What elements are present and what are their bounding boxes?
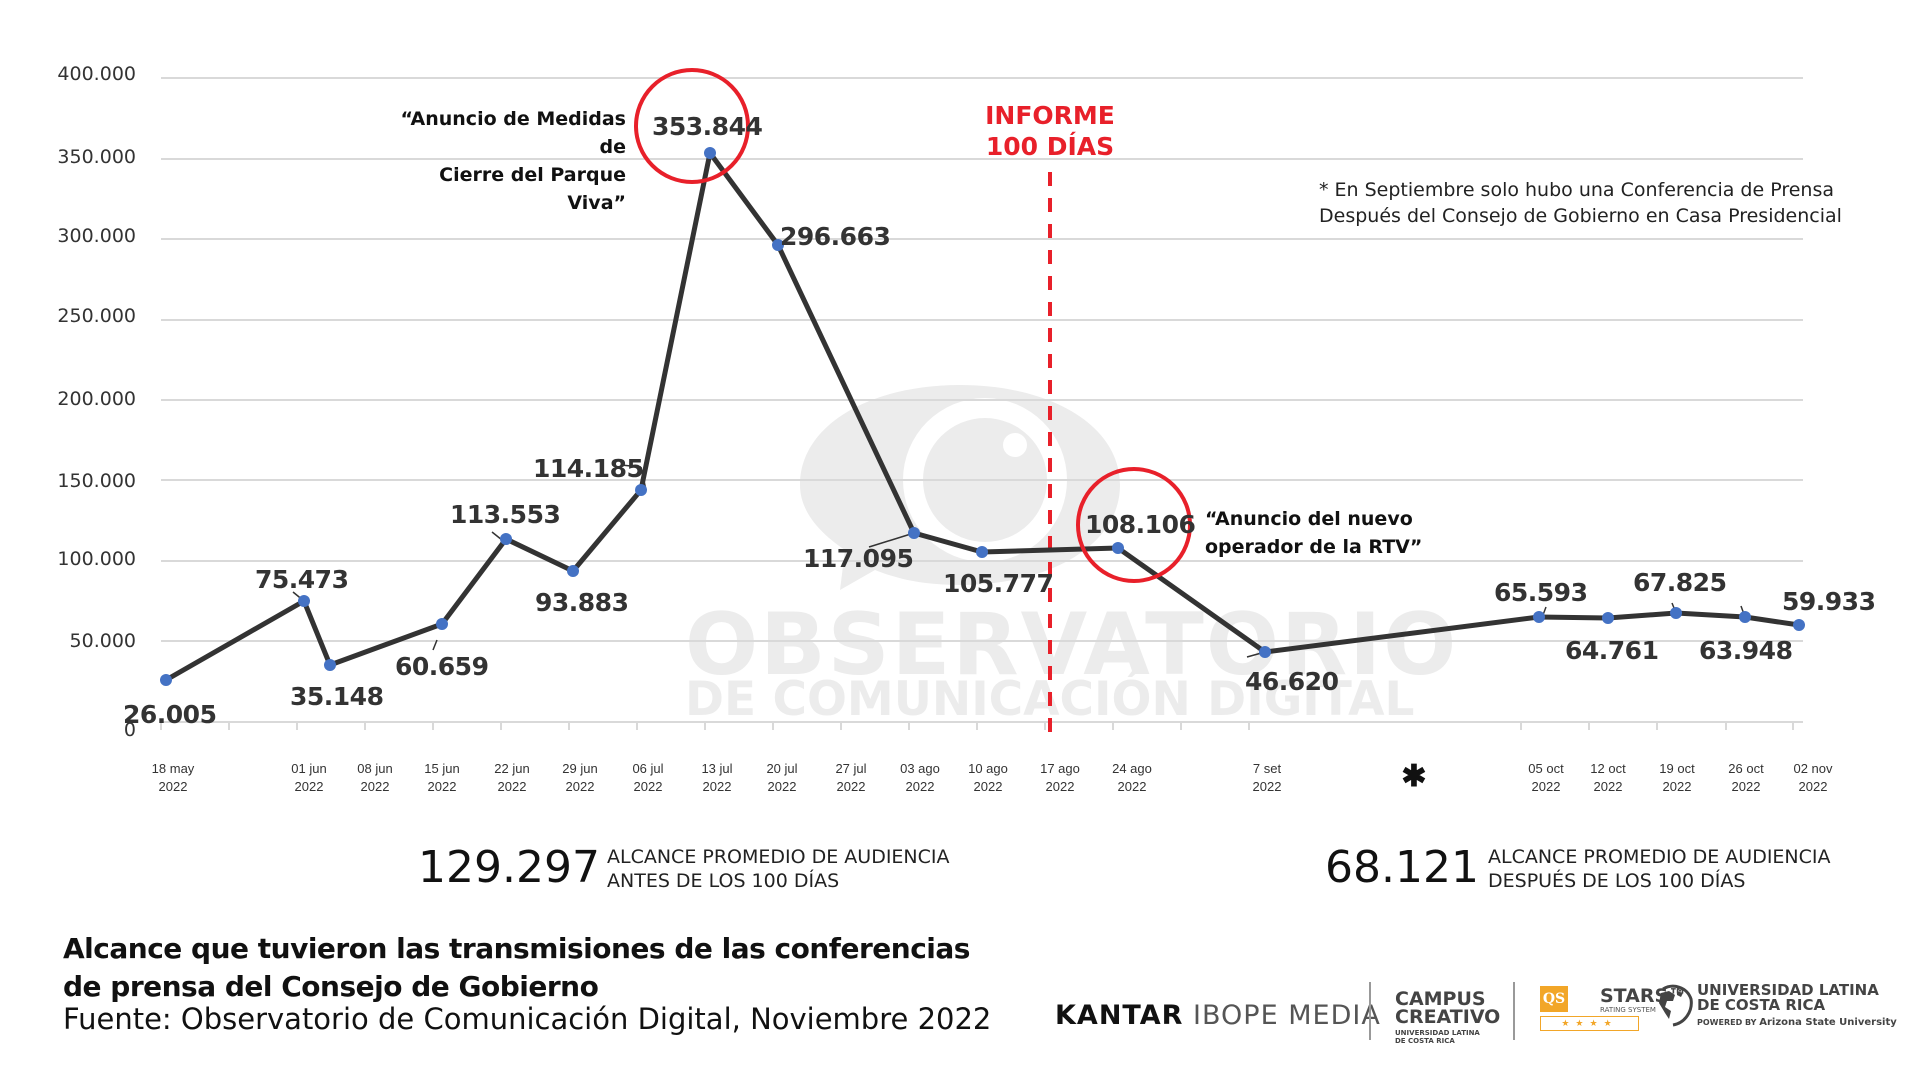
y-tick: 50.000	[69, 630, 136, 652]
y-tick: 0	[123, 719, 136, 741]
globe-icon	[1659, 984, 1693, 1027]
data-label: 75.473	[255, 565, 349, 594]
x-tick: 13 jul 2022	[701, 761, 733, 794]
x-tick: 02 nov 2022	[1793, 761, 1833, 794]
x-tick: 03 ago 2022	[900, 761, 940, 794]
x-tick: 27 jul 2022	[835, 761, 867, 794]
y-tick: 300.000	[57, 225, 136, 247]
y-tick: 150.000	[57, 470, 136, 492]
x-tick: 01 jun 2022	[291, 761, 327, 794]
data-label: 117.095	[803, 544, 914, 573]
data-label: 60.659	[395, 652, 489, 681]
stat-after-label: ALCANCE PROMEDIO DE AUDIENCIA DESPUÉS DE…	[1488, 846, 1831, 892]
data-label: 65.593	[1494, 578, 1588, 607]
data-label: 353.844	[652, 112, 763, 141]
data-label: 108.106	[1085, 510, 1196, 539]
asterisk-icon: ✱	[1401, 760, 1427, 793]
rtv-annotation: “Anuncio del nuevo operador de la RTV”	[1205, 508, 1423, 558]
x-tick: 17 ago 2022	[1040, 761, 1080, 794]
logo-divider	[1369, 982, 1371, 1040]
rating-stars-icon: ★★★★	[1540, 1016, 1639, 1031]
data-label: 64.761	[1565, 636, 1659, 665]
peak-annotation: “Anuncio de Medidas de Cierre del Parque…	[400, 108, 626, 214]
x-tick: 22 jun 2022	[494, 761, 530, 794]
watermark-logo-icon	[800, 385, 1120, 590]
stat-before-value: 129.297	[418, 842, 600, 893]
x-tick: 26 oct 2022	[1728, 761, 1764, 794]
data-label: 114.185	[533, 454, 644, 483]
x-tick: 10 ago 2022	[968, 761, 1008, 794]
peak-highlight-circle	[634, 68, 750, 184]
y-tick: 350.000	[57, 146, 136, 168]
y-tick: 100.000	[57, 548, 136, 570]
x-tick: 08 jun 2022	[357, 761, 393, 794]
data-label: 59.933	[1782, 587, 1876, 616]
chart-source: Fuente: Observatorio de Comunicación Dig…	[63, 1002, 992, 1036]
stat-before-label: ALCANCE PROMEDIO DE AUDIENCIA ANTES DE L…	[607, 846, 950, 892]
x-tick: 29 jun 2022	[562, 761, 598, 794]
data-label: 67.825	[1633, 568, 1727, 597]
logo-divider	[1513, 982, 1515, 1040]
data-label: 35.148	[290, 682, 384, 711]
stat-after-value: 68.121	[1325, 842, 1479, 893]
data-label: 105.777	[943, 569, 1054, 598]
x-tick: 15 jun 2022	[424, 761, 460, 794]
x-tick: 05 oct 2022	[1528, 761, 1564, 794]
x-tick: 18 may 2022	[151, 761, 195, 794]
data-label: 93.883	[535, 588, 629, 617]
line-chart	[160, 68, 1805, 735]
x-tick: 20 jul 2022	[766, 761, 798, 794]
informe-100-dias-label: INFORME 100 DÍAS	[985, 101, 1115, 161]
y-tick: 250.000	[57, 305, 136, 327]
data-label: 113.553	[450, 500, 561, 529]
x-tick: 7 set 2022	[1252, 761, 1282, 794]
x-tick: 06 jul 2022	[632, 761, 664, 794]
rtv-highlight-circle	[1076, 467, 1192, 583]
x-tick: 12 oct 2022	[1590, 761, 1626, 794]
series-markers	[160, 147, 1805, 686]
data-label: 26.005	[123, 700, 217, 729]
data-label: 46.620	[1245, 667, 1339, 696]
campus-creativo-logo: CAMPUS CREATIVO UNIVERSIDAD LATINA DE CO…	[1395, 988, 1501, 1046]
kantar-ibope-media-logo: KANTAR IBOPE MEDIA	[1055, 1000, 1381, 1031]
series-line	[164, 150, 1800, 683]
gridlines	[161, 77, 1803, 723]
y-tick: 200.000	[57, 388, 136, 410]
chart-title: Alcance que tuvieron las transmisiones d…	[63, 932, 970, 1003]
x-axis-ticks	[160, 722, 1794, 730]
data-label: 63.948	[1699, 636, 1793, 665]
september-note: * En Septiembre solo hubo una Conferenci…	[1319, 179, 1842, 227]
data-label: 296.663	[780, 222, 891, 251]
x-tick: 24 ago 2022	[1112, 761, 1152, 794]
y-tick: 400.000	[57, 63, 136, 85]
x-tick: 19 oct 2022	[1659, 761, 1695, 794]
